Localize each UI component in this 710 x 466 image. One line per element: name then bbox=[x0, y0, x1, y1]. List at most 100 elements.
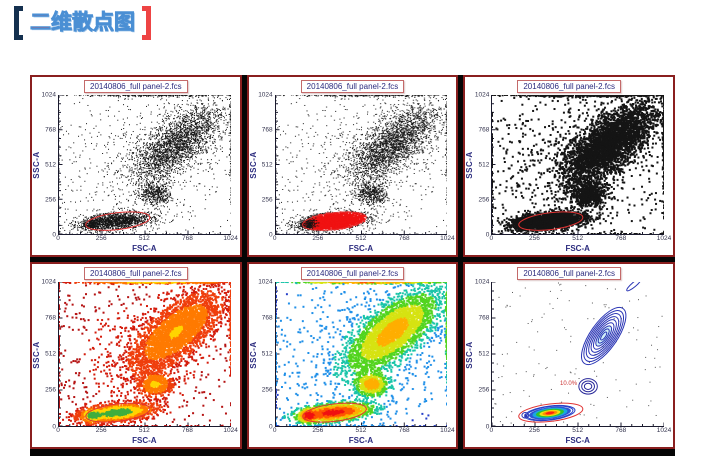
fcs-plot-panel: 20140806_full panel-2.fcs SSC-A 0 256 512 7… bbox=[463, 75, 675, 257]
tick-label: 768 bbox=[615, 235, 627, 242]
tick-label: 1024 bbox=[440, 235, 455, 242]
tick-label: 1024 bbox=[223, 235, 238, 242]
y-axis-ticks: 0 256 512 768 1024 bbox=[474, 90, 490, 237]
plot-area bbox=[274, 95, 448, 235]
tick-label: 0 bbox=[489, 427, 494, 434]
tick-label: 256 bbox=[45, 195, 56, 203]
plot-region: SSC-A 0 256 512 768 1024 bbox=[249, 277, 448, 429]
y-axis-label: SSC-A bbox=[248, 151, 258, 179]
tick-label: 768 bbox=[45, 314, 56, 321]
y-axis-ticks: 0 256 512 768 1024 bbox=[41, 90, 57, 237]
plot-area bbox=[58, 95, 231, 235]
tick-label: 512 bbox=[355, 235, 367, 242]
tick-label: 256 bbox=[95, 427, 107, 434]
tick-label: 0 bbox=[485, 230, 490, 238]
x-axis-label: FSC-A bbox=[565, 244, 590, 253]
tick-label: 256 bbox=[478, 386, 490, 394]
tick-label: 512 bbox=[261, 350, 273, 358]
x-axis-label: FSC-A bbox=[132, 244, 157, 253]
tick-label: 768 bbox=[615, 427, 627, 434]
plot-title: 20140806_full panel-2.fcs bbox=[84, 80, 188, 93]
tick-label: 256 bbox=[312, 235, 324, 242]
tick-label: 256 bbox=[478, 195, 490, 203]
fcs-plot-panel: 20140806_full panel-2.fcs SSC-A 0 256 512 7… bbox=[463, 262, 675, 449]
y-axis: SSC-A 0 256 512 768 1024 bbox=[465, 90, 491, 237]
tick-label: 1024 bbox=[41, 90, 56, 98]
tick-label: 768 bbox=[182, 427, 193, 434]
plot-title: 20140806_full panel-2.fcs bbox=[517, 80, 621, 93]
plot-title: 20140806_full panel-2.fcs bbox=[300, 80, 405, 93]
tick-label: 0 bbox=[489, 235, 494, 242]
plot-region: SSC-A 0 256 512 768 1024 bbox=[465, 277, 664, 429]
scatter-canvas bbox=[59, 95, 231, 234]
plot-area bbox=[58, 282, 231, 427]
tick-label: 256 bbox=[312, 427, 324, 434]
tick-label: 0 bbox=[272, 235, 277, 242]
tick-label: 512 bbox=[261, 160, 273, 168]
plot-region: SSC-A 0 256 512 768 1024 bbox=[32, 277, 231, 429]
tick-label: 1024 bbox=[258, 277, 273, 285]
y-axis-ticks: 0 256 512 768 1024 bbox=[258, 277, 274, 429]
tick-label: 768 bbox=[182, 235, 193, 242]
tick-label: 768 bbox=[478, 125, 490, 133]
y-axis-label: SSC-A bbox=[465, 151, 475, 179]
tick-label: 1024 bbox=[474, 277, 490, 285]
scatter-canvas bbox=[275, 95, 448, 234]
x-axis-label: FSC-A bbox=[132, 436, 157, 445]
tick-label: 0 bbox=[56, 427, 60, 434]
x-axis-label: FSC-A bbox=[348, 436, 374, 445]
tick-label: 512 bbox=[45, 160, 56, 168]
y-axis: SSC-A 0 256 512 768 1024 bbox=[248, 90, 275, 237]
fcs-plot-panel: 20140806_full panel-2.fcs SSC-A 0 256 512 7… bbox=[30, 75, 242, 257]
tick-label: 1024 bbox=[440, 427, 455, 434]
tick-label: 1024 bbox=[656, 235, 672, 242]
y-axis: SSC-A 0 256 512 768 1024 bbox=[32, 277, 58, 429]
y-axis: SSC-A 0 256 512 768 1024 bbox=[32, 90, 58, 237]
tick-label: 512 bbox=[478, 160, 490, 168]
right-bracket-decoration bbox=[142, 6, 151, 40]
fcs-plot-panel: 20140806_full panel-2.fcs SSC-A 0 256 512 7… bbox=[30, 262, 242, 449]
y-axis-ticks: 0 256 512 768 1024 bbox=[474, 277, 490, 429]
tick-label: 768 bbox=[261, 125, 273, 133]
tick-label: 256 bbox=[261, 195, 273, 203]
y-axis: SSC-A 0 256 512 768 1024 bbox=[249, 277, 275, 429]
plot-region: SSC-A 0 256 512 768 1024 bbox=[32, 90, 231, 237]
tick-label: 1024 bbox=[258, 90, 273, 98]
tick-label: 768 bbox=[261, 314, 273, 321]
plot-grid: 20140806_full panel-2.fcs SSC-A 0 256 512 7… bbox=[30, 75, 675, 456]
tick-label: 1024 bbox=[223, 427, 238, 434]
tick-label: 512 bbox=[478, 350, 490, 358]
x-axis-ticks: 0 256 512 768 1024 bbox=[56, 235, 238, 244]
scatter-canvas bbox=[492, 282, 664, 426]
x-axis-ticks: 0 256 512 768 1024 bbox=[273, 427, 455, 436]
x-axis-ticks: 0 256 512 768 1024 bbox=[489, 235, 672, 244]
scatter-canvas bbox=[275, 282, 448, 426]
tick-label: 256 bbox=[261, 386, 273, 394]
tick-label: 512 bbox=[45, 350, 56, 358]
plot-area bbox=[274, 282, 448, 427]
plot-title: 20140806_full panel-2.fcs bbox=[84, 267, 188, 280]
scatter-canvas bbox=[492, 95, 664, 234]
y-axis-ticks: 0 256 512 768 1024 bbox=[41, 277, 57, 429]
tick-label: 256 bbox=[95, 235, 107, 242]
tick-label: 512 bbox=[355, 427, 367, 434]
tick-label: 256 bbox=[529, 427, 540, 434]
tick-label: 0 bbox=[52, 230, 56, 238]
y-axis-label: SSC-A bbox=[465, 340, 475, 369]
y-axis: SSC-A 0 256 512 768 1024 bbox=[465, 277, 491, 429]
tick-label: 1024 bbox=[656, 427, 672, 434]
tick-label: 512 bbox=[138, 235, 150, 242]
plot-title: 20140806_full panel-2.fcs bbox=[300, 267, 405, 280]
tick-label: 512 bbox=[572, 427, 584, 434]
tick-label: 1024 bbox=[474, 90, 490, 98]
tick-label: 768 bbox=[45, 125, 56, 133]
left-bracket-decoration bbox=[14, 6, 23, 40]
section-header: 二维散点图 bbox=[14, 6, 151, 40]
tick-label: 1024 bbox=[41, 277, 56, 285]
x-axis-ticks: 0 256 512 768 1024 bbox=[489, 427, 672, 436]
plot-title: 20140806_full panel-2.fcs bbox=[517, 267, 621, 280]
x-axis-ticks: 0 256 512 768 1024 bbox=[56, 427, 238, 436]
y-axis-label: SSC-A bbox=[32, 340, 41, 369]
plot-area bbox=[491, 282, 664, 427]
